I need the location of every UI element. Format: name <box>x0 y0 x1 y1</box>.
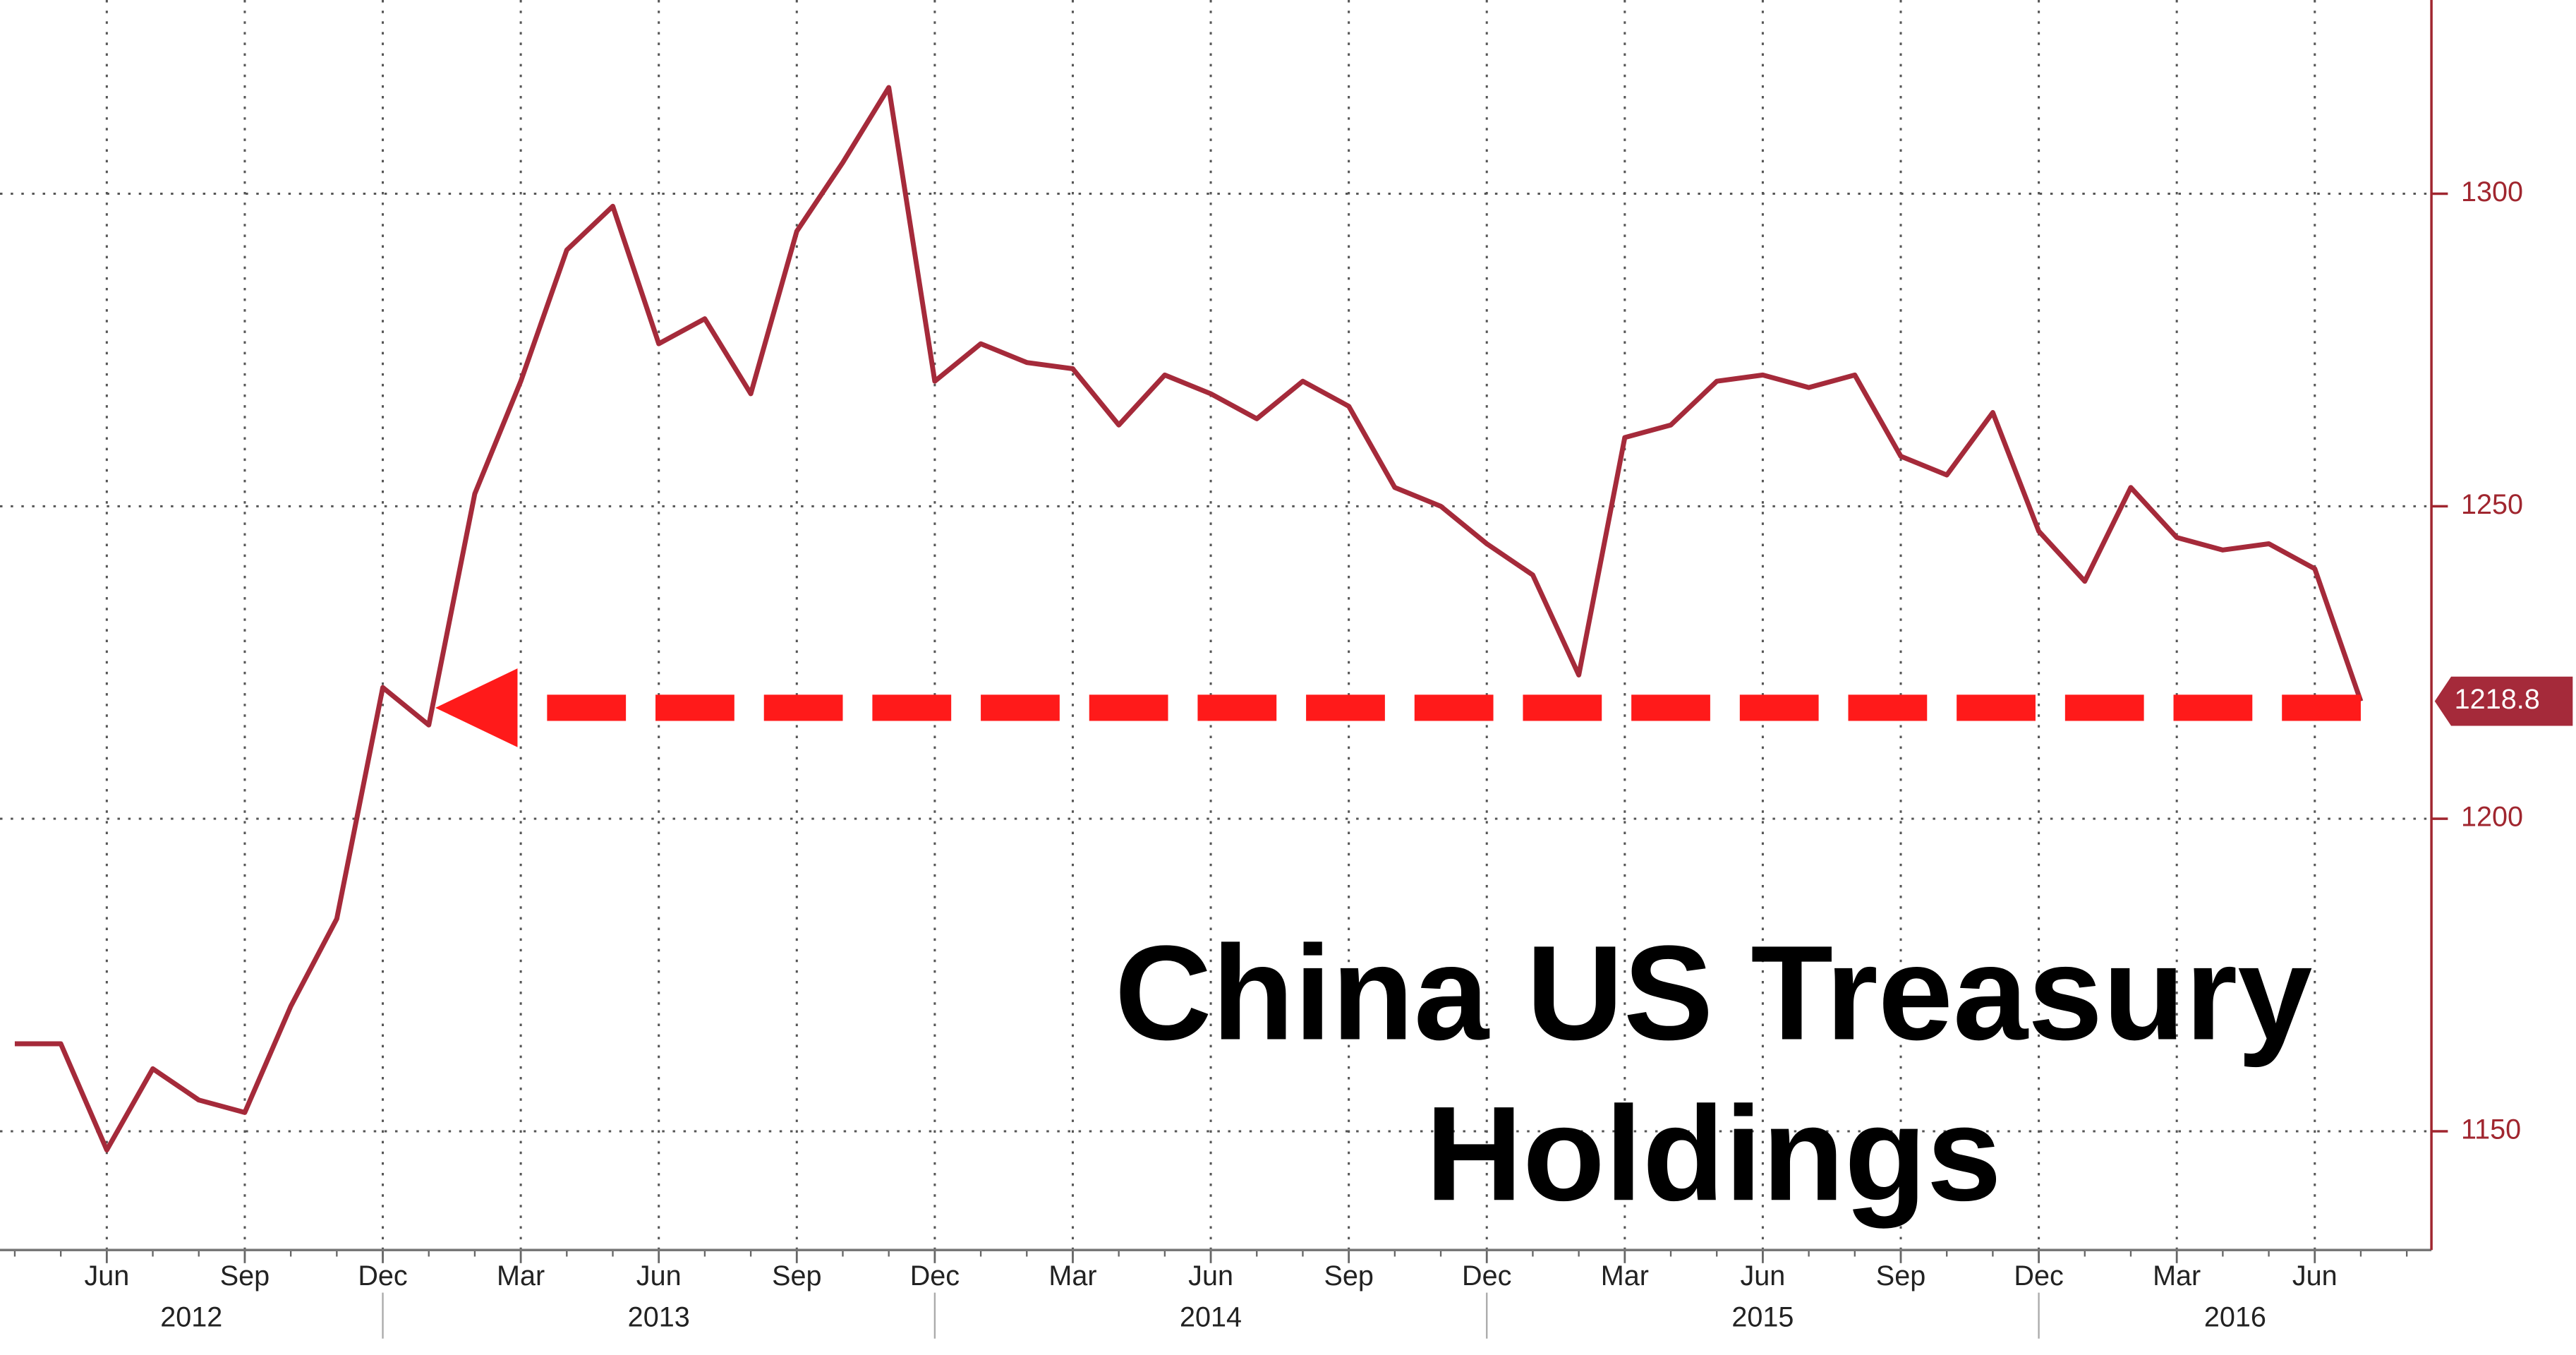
y-tick-label: 1200 <box>2461 802 2523 833</box>
x-tick-label: Mar <box>2153 1260 2201 1291</box>
x-tick-label: Jun <box>84 1260 129 1291</box>
x-tick-label: Jun <box>1188 1260 1233 1291</box>
x-tick-label: Dec <box>910 1260 960 1291</box>
title-line-2: Holdings <box>1425 1079 2002 1229</box>
title-line-1: China US Treasury <box>1115 918 2313 1068</box>
x-year-label: 2012 <box>160 1301 222 1332</box>
x-tick-label: Mar <box>1601 1260 1649 1291</box>
y-tick-label: 1250 <box>2461 489 2523 520</box>
x-year-label: 2015 <box>1731 1301 1794 1332</box>
last-value-flag <box>2434 676 2573 726</box>
y-tick-label: 1150 <box>2461 1114 2521 1145</box>
x-tick-label: Sep <box>1876 1260 1925 1291</box>
title-part: Holdings <box>1425 1079 2002 1229</box>
x-tick-label: Sep <box>772 1260 821 1291</box>
x-year-label: 2016 <box>2204 1301 2266 1332</box>
x-tick-label: Jun <box>2292 1260 2338 1291</box>
x-tick-label: Mar <box>497 1260 545 1291</box>
x-tick-label: Dec <box>1462 1260 1511 1291</box>
x-tick-label: Sep <box>220 1260 270 1291</box>
x-tick-label: Mar <box>1048 1260 1096 1291</box>
x-tick-label: Dec <box>358 1260 407 1291</box>
plot-area <box>14 85 2364 1153</box>
x-year-label: 2013 <box>628 1301 690 1332</box>
last-value-label: 1218.8 <box>2455 684 2540 715</box>
arrow-head <box>435 668 518 747</box>
series-line <box>14 85 2364 1153</box>
x-tick-label: Jun <box>1741 1260 1786 1291</box>
x-year-label: 2014 <box>1180 1301 1242 1332</box>
title-part: China US Treasury <box>1115 918 2313 1068</box>
x-tick-label: Jun <box>636 1260 682 1291</box>
x-tick-label: Sep <box>1324 1260 1373 1291</box>
x-tick-label: Dec <box>2014 1260 2063 1291</box>
y-tick-label: 1300 <box>2461 176 2523 207</box>
